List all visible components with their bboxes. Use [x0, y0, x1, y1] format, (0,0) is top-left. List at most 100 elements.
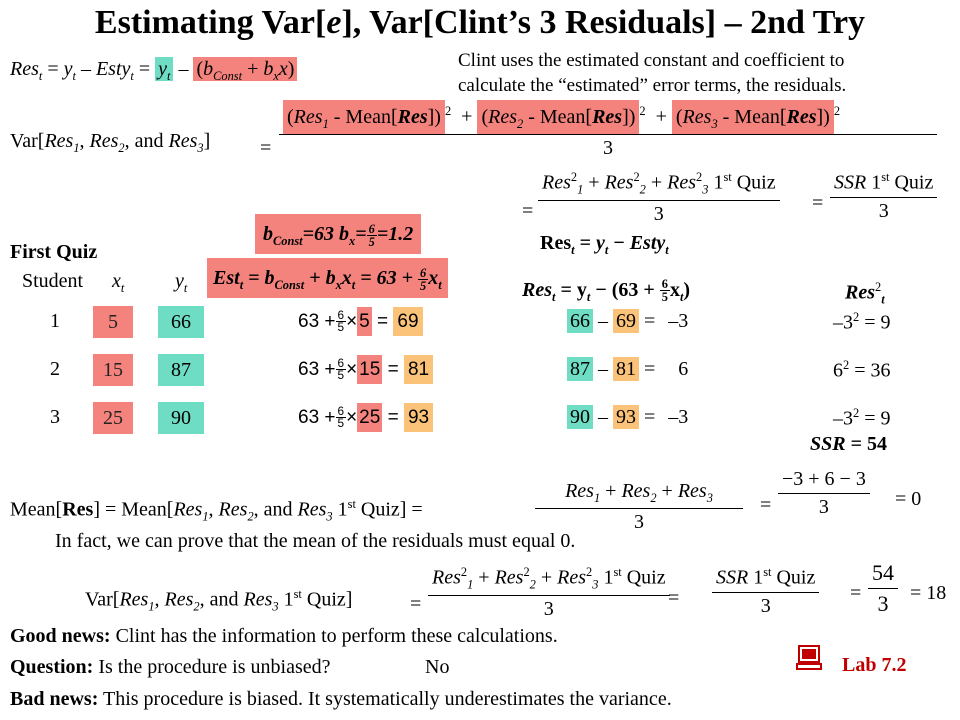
math-piece: 1	[748, 566, 764, 589]
x-box: 15	[357, 355, 383, 384]
math-piece: t	[351, 278, 356, 292]
math-piece: Quiz	[621, 566, 666, 589]
math-piece: Res	[522, 278, 552, 301]
math-piece: x	[341, 267, 352, 289]
math-piece: t	[130, 69, 134, 83]
note-line: calculate the “estimated” error terms, t…	[458, 75, 847, 96]
math-piece: 3	[711, 116, 718, 131]
times: ×	[346, 311, 358, 332]
note: Clint uses the estimated constant and co…	[458, 48, 846, 98]
numerator: SSR 1st Quiz	[712, 565, 820, 593]
residual-calc: 87 – 81 = 6	[567, 357, 688, 381]
math-piece: Res	[565, 480, 594, 502]
expr: –	[173, 58, 193, 80]
math-piece: Res	[432, 566, 461, 589]
numerator: Res21 + Res22 + Res23 1st Quiz	[428, 565, 670, 596]
residual-definition-bold: Rest = yt − Estyt	[540, 232, 669, 258]
math-piece: y	[175, 270, 184, 292]
math-piece: , and	[199, 588, 244, 611]
text: 63 +	[298, 407, 336, 428]
ssr: SSR = 54	[810, 433, 887, 456]
text: 63 +	[298, 311, 336, 332]
var-final-lhs: Var[Res1, Res2, and Res3 1st Quiz]	[85, 587, 352, 615]
math-piece: − (63 +	[590, 278, 660, 301]
math-piece: =	[355, 223, 367, 245]
expr: Estt = bConst + bxxt = 63 +	[213, 267, 419, 292]
math-piece: Res	[119, 588, 149, 611]
numerator: (Res1 - Mean[Res]) 2 + (Res2 - Mean[Res])…	[279, 99, 937, 135]
math-piece: = 9	[859, 407, 891, 430]
math-piece: 2	[460, 565, 468, 579]
math-piece: 2	[517, 116, 524, 131]
math-piece: Const	[273, 234, 303, 248]
math-piece: = 54	[845, 433, 887, 455]
math-piece: t	[183, 281, 188, 295]
math-piece: Quiz	[771, 566, 816, 589]
math-piece: st	[293, 587, 302, 601]
math-piece: t	[438, 278, 442, 292]
numerator: 6	[335, 308, 347, 323]
math-piece: - Mean[	[523, 105, 593, 128]
numerator: 54	[868, 560, 898, 589]
ssr-fraction: SSR 1st Quiz 3	[712, 565, 820, 618]
square: –32 = 9	[833, 406, 890, 431]
numerator: 6	[366, 221, 377, 236]
student: 2	[50, 358, 60, 380]
square: –32 = 9	[833, 310, 890, 335]
math-piece: t	[679, 289, 684, 304]
y-box: 90	[567, 405, 593, 429]
y-box: 66	[567, 309, 593, 333]
icon-display	[802, 649, 816, 659]
x-box: 5	[357, 307, 372, 336]
math-piece: =	[243, 267, 265, 289]
math-piece: ])	[427, 105, 441, 128]
math-piece: +	[600, 480, 622, 502]
math-piece: b	[203, 58, 214, 80]
math-piece: −	[608, 232, 630, 254]
fact: In fact, we can prove that the mean of t…	[55, 530, 576, 552]
math-piece: e	[326, 4, 342, 41]
variance-fraction: (Res1 - Mean[Res]) 2 + (Res2 - Mean[Res])…	[278, 99, 938, 160]
math-piece: 2	[118, 141, 125, 155]
math-piece: Estimating Var[	[94, 4, 327, 41]
math-piece: 3	[272, 599, 279, 614]
math-piece: t	[586, 289, 591, 304]
numerator: Res1 + Res2 + Res3	[535, 480, 743, 509]
math-piece: t	[239, 278, 244, 292]
math-piece: 2	[875, 280, 882, 294]
denominator: 3	[760, 594, 771, 617]
minus: –	[598, 406, 608, 428]
residual-definition: Rest = yt – Estyt = yt – (bConst + bxx)	[10, 57, 298, 84]
icon-screen	[798, 645, 820, 663]
math-piece: 2	[570, 170, 578, 184]
square: 2	[833, 104, 841, 118]
plus: +	[461, 105, 478, 128]
math-piece: t	[120, 281, 125, 295]
math-piece: t	[167, 69, 171, 83]
denominator: 5	[337, 417, 345, 431]
answer: No	[425, 656, 450, 678]
math-piece: 3	[702, 182, 709, 197]
equals: =	[260, 137, 272, 159]
math-piece: b	[325, 267, 336, 289]
math-piece: Const	[213, 69, 243, 83]
math-piece: 2	[247, 509, 254, 524]
math-piece: –3	[833, 311, 853, 334]
text: 63 +	[298, 359, 336, 380]
x-box: 25	[357, 403, 383, 432]
math-piece: 1	[593, 491, 601, 505]
numerator: Res21 + Res22 + Res23 1st Quiz	[538, 170, 780, 201]
expr: Rest = yt – Estyt =	[10, 58, 155, 83]
lab-link[interactable]: Lab 7.2	[842, 654, 907, 676]
math-piece: 2	[853, 310, 860, 324]
math-piece: = 63 +	[355, 267, 419, 289]
fraction: 54 3	[868, 560, 898, 617]
math-piece: x	[428, 267, 439, 289]
var-result: = 18	[910, 582, 947, 604]
math-piece: –	[173, 58, 194, 80]
math-piece: Res	[397, 105, 428, 128]
